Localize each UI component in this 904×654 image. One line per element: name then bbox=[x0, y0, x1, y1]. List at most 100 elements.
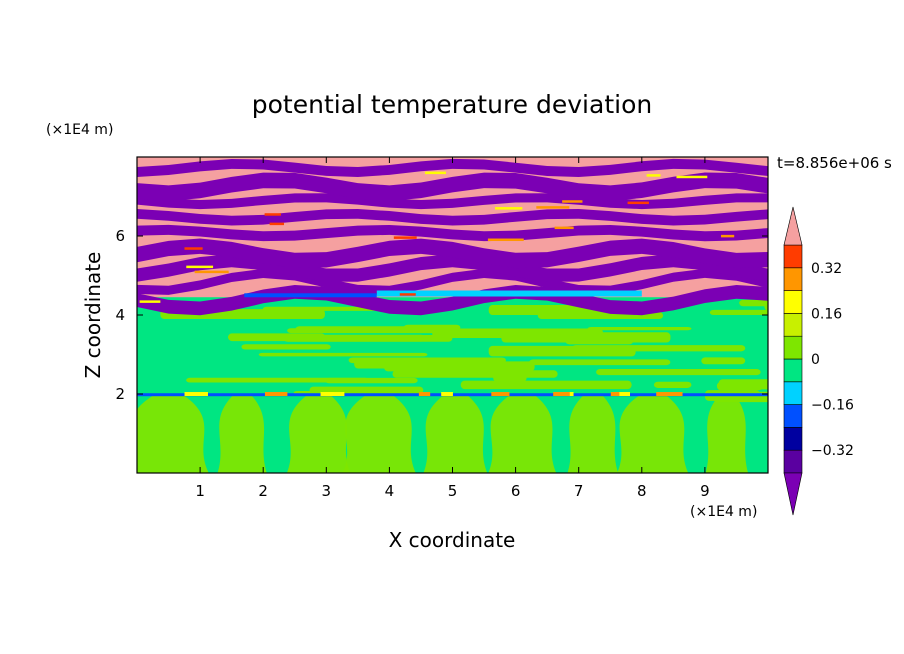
colorbar-segment bbox=[783, 358, 803, 383]
heatmap-streak bbox=[383, 361, 535, 372]
y-tick-label: 2 bbox=[115, 385, 125, 403]
colorbar-max-triangle bbox=[783, 206, 803, 246]
heatmap-fringe bbox=[264, 213, 281, 216]
heatmap-plume bbox=[617, 395, 689, 473]
heatmap-streak bbox=[262, 306, 390, 311]
x-tick-label: 2 bbox=[258, 482, 268, 500]
x-tick-label: 9 bbox=[700, 482, 710, 500]
heatmap-streak bbox=[241, 344, 331, 350]
heatmap-band bbox=[137, 172, 768, 201]
colorbar-segment bbox=[783, 427, 803, 451]
heatmap-plume bbox=[567, 395, 619, 473]
colorbar-segment bbox=[783, 313, 803, 337]
x-tick-label: 4 bbox=[385, 482, 395, 500]
heatmap-streak bbox=[282, 334, 426, 342]
heatmap-spot bbox=[264, 392, 288, 397]
colorbar-min-triangle bbox=[783, 472, 803, 516]
heatmap-streak bbox=[186, 377, 369, 383]
heatmap-fringe bbox=[139, 300, 161, 303]
colorbar-segment bbox=[783, 290, 803, 314]
heatmap-plume bbox=[137, 395, 209, 473]
colorbar-segment bbox=[783, 335, 803, 360]
heatmap-blue-sheet bbox=[244, 293, 377, 298]
heatmap-fringe bbox=[676, 175, 708, 179]
heatmap-streak bbox=[529, 359, 671, 366]
x-tick-label: 3 bbox=[322, 482, 332, 500]
y-axis-label: Z coordinate bbox=[81, 252, 105, 379]
heatmap-fringe bbox=[393, 236, 417, 239]
heatmap-streak bbox=[709, 309, 768, 316]
heatmap-spot bbox=[325, 392, 345, 397]
heatmap-spot bbox=[614, 392, 631, 397]
heatmap-streak bbox=[392, 370, 558, 378]
chart-title: potential temperature deviation bbox=[252, 90, 652, 119]
heatmap-plume bbox=[286, 395, 351, 473]
x-tick-label: 8 bbox=[637, 482, 647, 500]
heatmap-fringe bbox=[721, 234, 735, 238]
x-tick-label: 7 bbox=[574, 482, 584, 500]
heatmap-fringe bbox=[554, 226, 574, 230]
heatmap-streak bbox=[701, 357, 746, 365]
heatmap-plume bbox=[342, 395, 416, 473]
colorbar-segment bbox=[783, 404, 803, 428]
heatmap-spot bbox=[491, 392, 510, 397]
heatmap-streak bbox=[258, 352, 428, 357]
heatmap-field bbox=[137, 157, 768, 473]
colorbar: 0.32 0.16 0 −0.16 −0.32 bbox=[783, 206, 854, 516]
heatmap-spot bbox=[320, 392, 334, 397]
heatmap-plume bbox=[423, 395, 488, 473]
heatmap-plume bbox=[217, 395, 267, 473]
heatmap-streak bbox=[565, 339, 633, 345]
heatmap-fringe bbox=[487, 238, 524, 242]
x-tick-label: 6 bbox=[511, 482, 521, 500]
heatmap-band bbox=[137, 158, 768, 177]
colorbar-tick-label: −0.16 bbox=[811, 398, 854, 414]
heatmap-fringe bbox=[186, 265, 214, 269]
heatmap-band bbox=[137, 254, 768, 282]
x-tick-label: 5 bbox=[448, 482, 458, 500]
heatmap-fringe bbox=[424, 171, 446, 175]
heatmap-streak bbox=[596, 368, 761, 376]
heatmap-spot bbox=[656, 392, 683, 397]
heatmap-band bbox=[137, 193, 768, 210]
y-tick-label: 6 bbox=[115, 227, 125, 245]
heatmap-spot bbox=[553, 392, 570, 397]
heatmap-band bbox=[137, 208, 768, 226]
heatmap-streak bbox=[653, 381, 692, 388]
heatmap-spot bbox=[184, 392, 208, 397]
x-tick-label: 1 bbox=[195, 482, 205, 500]
heatmap-streak bbox=[587, 326, 692, 331]
heatmap-fringe bbox=[646, 174, 661, 177]
heatmap-band bbox=[137, 224, 768, 242]
colorbar-tick-label: 0.32 bbox=[811, 261, 842, 277]
heatmap-fringe bbox=[194, 270, 229, 274]
y-unit-label: (×1E4 m) bbox=[46, 122, 113, 138]
heatmap-fringe bbox=[495, 207, 523, 210]
heatmap-streak bbox=[764, 300, 768, 311]
heatmap-fringe bbox=[399, 293, 416, 296]
colorbar-segment bbox=[783, 244, 803, 269]
colorbar-tick-label: 0.16 bbox=[811, 306, 842, 322]
colorbar-segment bbox=[783, 381, 803, 405]
heatmap-band bbox=[137, 238, 768, 269]
colorbar-tick-label: −0.32 bbox=[811, 443, 854, 459]
heatmap-band bbox=[137, 284, 768, 316]
heatmap-plume bbox=[705, 395, 749, 473]
heatmap-streak bbox=[739, 299, 768, 307]
heatmap-streak bbox=[460, 380, 632, 390]
x-axis: 1 2 3 4 5 6 7 8 9 bbox=[195, 157, 710, 500]
heatmap-fringe bbox=[184, 247, 203, 250]
heatmap-streak bbox=[488, 345, 636, 357]
heatmap-plume bbox=[488, 395, 557, 473]
colorbar-tick-label: 0 bbox=[811, 352, 820, 368]
heatmap-spot bbox=[610, 392, 620, 397]
colorbar-segment bbox=[783, 449, 803, 474]
colorbar-segment bbox=[783, 267, 803, 291]
plot-area bbox=[137, 157, 768, 473]
heatmap-fringe bbox=[269, 222, 285, 226]
x-unit-label: (×1E4 m) bbox=[690, 504, 757, 520]
heatmap-spot bbox=[441, 392, 453, 397]
heatmap-fringe bbox=[536, 206, 570, 209]
heatmap-fringe bbox=[627, 201, 649, 205]
